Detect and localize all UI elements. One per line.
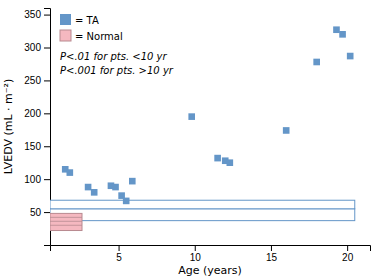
y-tick-mark	[44, 113, 50, 114]
annotation: P<.01 for pts. <10 yr	[60, 51, 167, 62]
x-tick: 20	[342, 245, 354, 263]
ta-point	[333, 26, 340, 33]
x-axis-line	[51, 246, 371, 252]
chart: 5 10 15 20 50 100 150 200 250 300 350 Age (years) LV…	[0, 0, 382, 279]
ta-point	[313, 59, 320, 66]
y-tick: 50	[30, 207, 50, 218]
y-tick-label: 50	[30, 207, 42, 218]
legend-swatch	[60, 30, 71, 41]
y-tick-label: 200	[24, 108, 41, 119]
ta-point	[129, 178, 136, 185]
y-tick-mark	[44, 179, 50, 180]
y-tick-label: 150	[24, 141, 41, 152]
y-tick-mark	[44, 80, 50, 81]
normal-band	[50, 200, 355, 209]
x-tick-label: 20	[342, 252, 354, 263]
x-axis: 5 10 15 20	[51, 245, 371, 263]
y-tick: 300	[24, 42, 50, 53]
legend-item: = TA	[60, 14, 99, 26]
x-tick: 5	[116, 245, 122, 263]
ta-point	[123, 198, 130, 205]
x-tick-label: 5	[116, 252, 122, 263]
x-tick-mark	[271, 245, 272, 251]
ta-point	[339, 31, 346, 38]
legend-item: = Normal	[60, 30, 123, 42]
y-tick-label: 350	[24, 9, 41, 20]
ta-point	[283, 127, 290, 134]
ta-point	[112, 184, 119, 191]
y-tick-mark	[44, 146, 50, 147]
x-tick-mark	[195, 245, 196, 251]
ta-point	[226, 159, 233, 166]
normal-line	[50, 225, 82, 226]
y-tick-label: 300	[24, 42, 41, 53]
y-axis-line	[44, 9, 51, 246]
normal-line	[50, 221, 82, 222]
y-tick-label: 100	[24, 174, 41, 185]
y-tick-mark	[44, 212, 50, 213]
ta-point	[188, 113, 195, 120]
x-axis-title: Age (years)	[178, 264, 242, 277]
ta-point	[347, 53, 354, 60]
ta-point	[85, 184, 92, 191]
y-axis: 50 100 150 200 250 300 350	[24, 9, 50, 246]
normal-box	[50, 213, 82, 230]
y-tick: 150	[24, 141, 50, 152]
legend: = TA = Normal	[60, 14, 123, 42]
y-tick-mark	[44, 48, 50, 49]
ta-point	[66, 169, 73, 176]
legend-label: = Normal	[75, 31, 123, 42]
ta-point	[91, 189, 98, 196]
x-tick: 10	[190, 245, 202, 263]
x-tick-mark	[347, 245, 348, 251]
y-tick: 250	[24, 75, 50, 86]
legend-swatch	[60, 14, 71, 25]
y-tick-mark	[44, 15, 50, 16]
x-tick-label: 15	[266, 252, 278, 263]
legend-label: = TA	[75, 15, 99, 26]
normal-band	[50, 209, 355, 221]
ta-point	[214, 155, 221, 162]
annotation: P<.001 for pts. >10 yr	[60, 65, 174, 76]
x-tick-label: 10	[190, 252, 202, 263]
y-tick: 100	[24, 174, 50, 185]
y-tick: 350	[24, 9, 50, 20]
y-tick-label: 250	[24, 75, 41, 86]
marks	[50, 26, 355, 230]
x-tick: 15	[266, 245, 278, 263]
y-tick: 200	[24, 108, 50, 119]
plot: 5 10 15 20 50 100 150 200 250 300 350 Age (years) LV…	[2, 9, 371, 278]
y-axis-title: LVEDV (mL · m⁻²)	[2, 79, 15, 175]
x-tick-mark	[119, 245, 120, 251]
normal-line	[50, 217, 82, 218]
